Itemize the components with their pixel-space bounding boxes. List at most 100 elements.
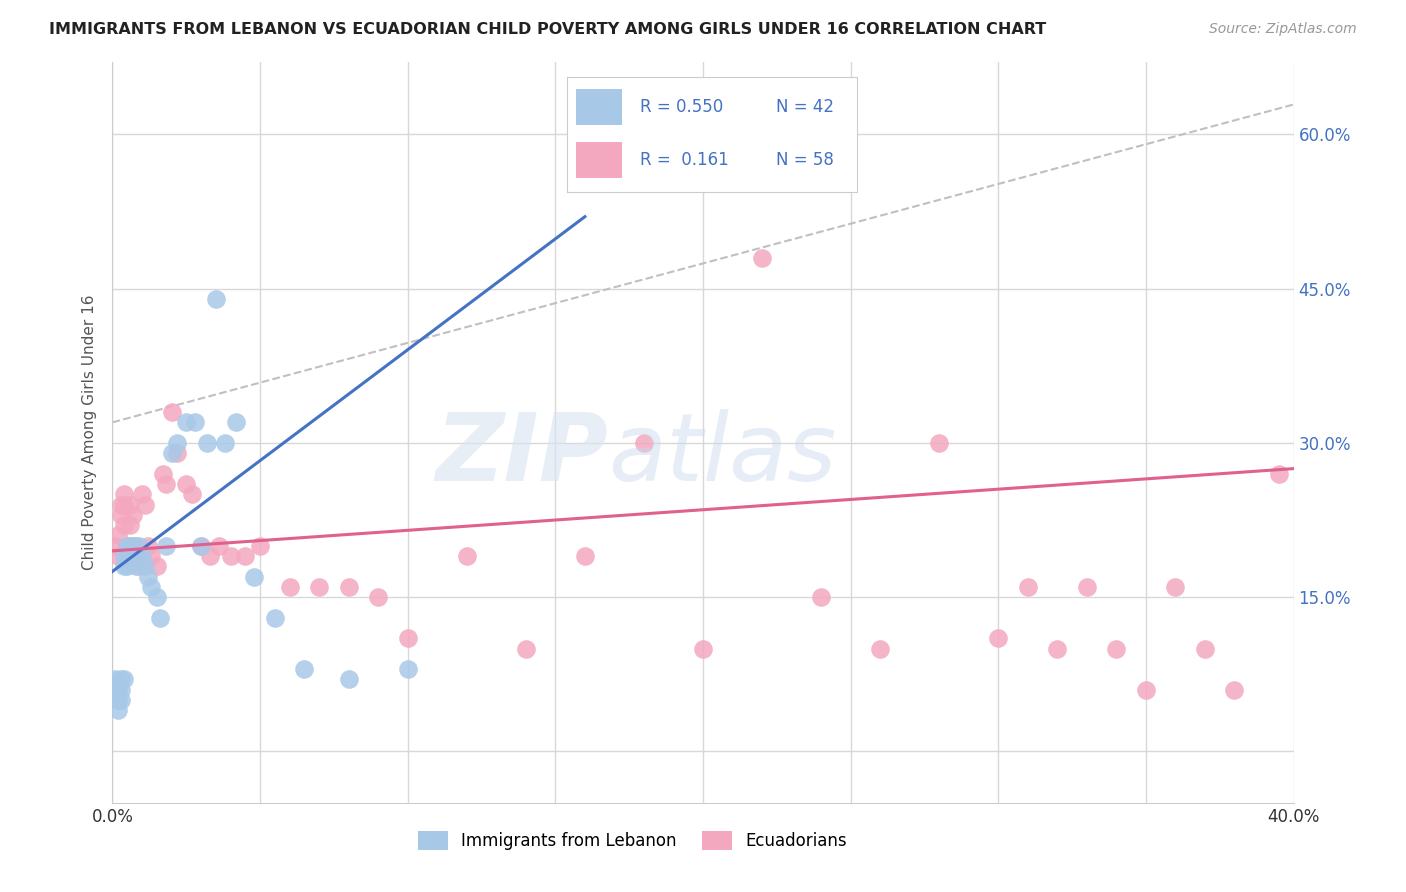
Point — [1164, 580, 1187, 594]
Point — [125, 559, 148, 574]
Point — [190, 539, 212, 553]
Point — [160, 446, 183, 460]
Point — [112, 673, 135, 687]
Point — [1194, 641, 1216, 656]
Point — [107, 682, 129, 697]
Point — [117, 539, 138, 553]
Point — [112, 559, 135, 574]
Point — [174, 415, 197, 429]
Point — [1268, 467, 1291, 481]
Point — [214, 436, 236, 450]
Point — [120, 539, 142, 553]
Point — [205, 292, 228, 306]
Point — [149, 611, 172, 625]
Point — [117, 559, 138, 574]
Point — [155, 477, 177, 491]
Point — [112, 487, 135, 501]
Point — [122, 549, 145, 563]
Point — [751, 251, 773, 265]
Point — [107, 549, 129, 563]
Point — [396, 632, 419, 646]
Point — [155, 539, 177, 553]
Point — [107, 703, 129, 717]
Point — [278, 580, 301, 594]
Point — [125, 539, 148, 553]
Point — [117, 549, 138, 563]
Point — [107, 693, 129, 707]
Point — [139, 549, 162, 563]
Point — [131, 549, 153, 563]
Point — [120, 518, 142, 533]
Text: Source: ZipAtlas.com: Source: ZipAtlas.com — [1209, 22, 1357, 37]
Point — [367, 590, 389, 604]
Point — [225, 415, 247, 429]
Point — [120, 498, 142, 512]
Point — [181, 487, 204, 501]
Point — [117, 539, 138, 553]
Point — [574, 549, 596, 563]
Point — [174, 477, 197, 491]
Point — [104, 682, 127, 697]
Point — [633, 436, 655, 450]
Point — [1135, 682, 1157, 697]
Text: ZIP: ZIP — [436, 409, 609, 500]
Text: atlas: atlas — [609, 409, 837, 500]
Point — [869, 641, 891, 656]
Point — [122, 539, 145, 553]
Point — [110, 682, 132, 697]
Point — [810, 590, 832, 604]
Point — [198, 549, 221, 563]
Point — [134, 559, 156, 574]
Point — [208, 539, 231, 553]
Text: IMMIGRANTS FROM LEBANON VS ECUADORIAN CHILD POVERTY AMONG GIRLS UNDER 16 CORRELA: IMMIGRANTS FROM LEBANON VS ECUADORIAN CH… — [49, 22, 1046, 37]
Point — [139, 580, 162, 594]
Point — [160, 405, 183, 419]
Point — [117, 549, 138, 563]
Point — [1105, 641, 1128, 656]
Point — [122, 539, 145, 553]
Point — [112, 498, 135, 512]
Point — [1017, 580, 1039, 594]
Point — [264, 611, 287, 625]
Point — [104, 539, 127, 553]
Point — [104, 673, 127, 687]
Y-axis label: Child Poverty Among Girls Under 16: Child Poverty Among Girls Under 16 — [82, 295, 97, 570]
Point — [337, 580, 360, 594]
Point — [190, 539, 212, 553]
Point — [692, 641, 714, 656]
Point — [233, 549, 256, 563]
Point — [928, 436, 950, 450]
Point — [152, 467, 174, 481]
Point — [110, 498, 132, 512]
Point — [146, 590, 169, 604]
Point — [1076, 580, 1098, 594]
Point — [219, 549, 242, 563]
Point — [249, 539, 271, 553]
Point — [195, 436, 218, 450]
Point — [1223, 682, 1246, 697]
Point — [122, 508, 145, 522]
Point — [112, 518, 135, 533]
Point — [184, 415, 207, 429]
Legend: Immigrants from Lebanon, Ecuadorians: Immigrants from Lebanon, Ecuadorians — [418, 830, 846, 850]
Point — [166, 436, 188, 450]
Point — [128, 559, 150, 574]
Point — [107, 528, 129, 542]
Point — [125, 549, 148, 563]
Point — [112, 549, 135, 563]
Point — [515, 641, 537, 656]
Point — [146, 559, 169, 574]
Point — [1046, 641, 1069, 656]
Point — [987, 632, 1010, 646]
Point — [337, 673, 360, 687]
Point — [396, 662, 419, 676]
Point — [134, 498, 156, 512]
Point — [125, 549, 148, 563]
Point — [128, 539, 150, 553]
Point — [131, 487, 153, 501]
Point — [110, 508, 132, 522]
Point — [136, 569, 159, 583]
Point — [166, 446, 188, 460]
Point — [110, 673, 132, 687]
Point — [136, 539, 159, 553]
